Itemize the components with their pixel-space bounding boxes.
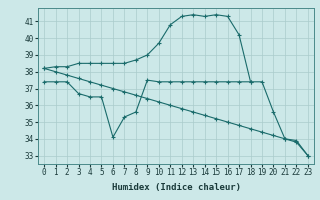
- X-axis label: Humidex (Indice chaleur): Humidex (Indice chaleur): [111, 183, 241, 192]
